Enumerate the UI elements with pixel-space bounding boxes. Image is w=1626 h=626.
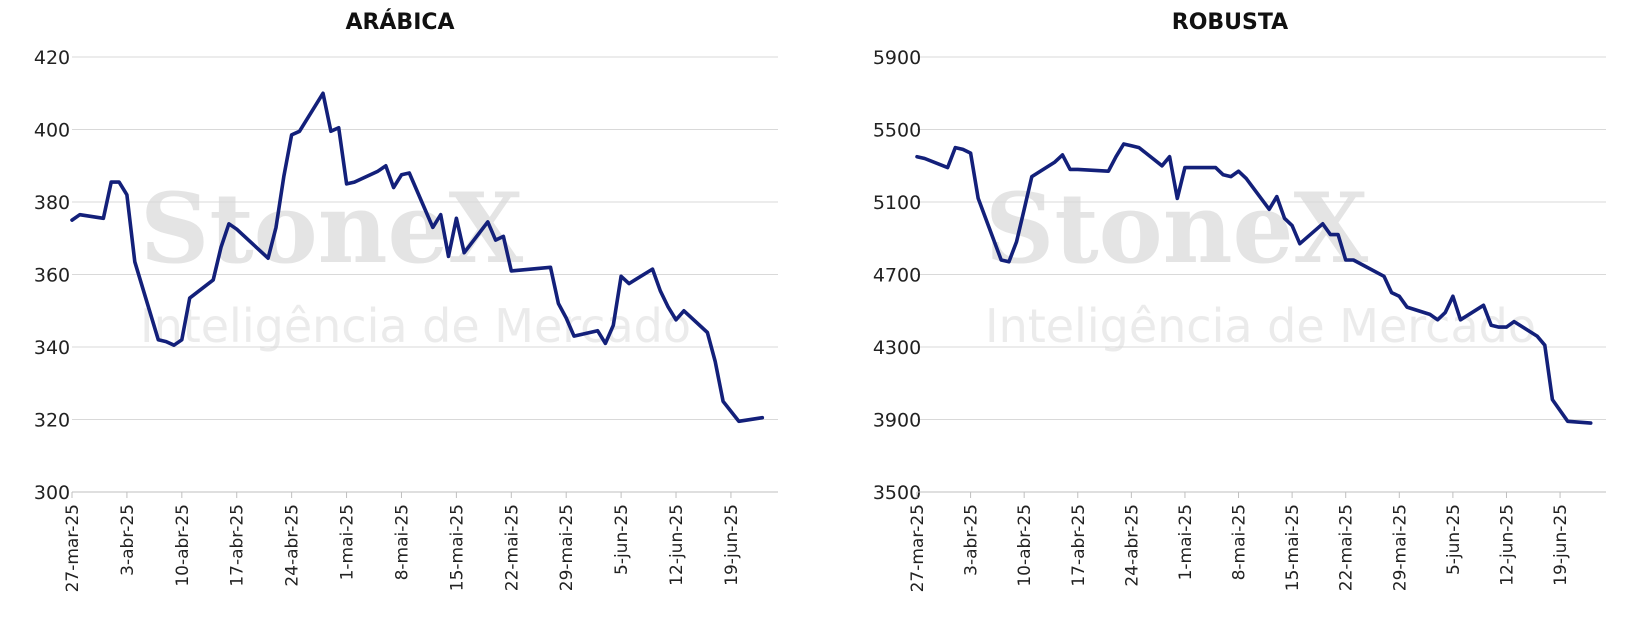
x-tick-label: 19-jun-25 [722,504,742,586]
x-tick-label: 10-abr-25 [173,504,193,587]
x-tick-label: 29-mai-25 [1390,504,1410,591]
y-tick-label: 340 [34,337,70,359]
y-tick-label: 400 [34,120,70,142]
x-tick-label: 27-mar-25 [908,504,928,592]
y-tick-label: 5500 [873,120,921,142]
x-tick-label: 15-mai-25 [447,504,467,591]
y-tick-label: 5100 [873,192,921,214]
y-axis-ticks: 3500 3900 4300 4700 5100 5500 5900 [873,47,921,504]
x-tick-label: 17-abr-25 [1069,504,1089,587]
x-tick-label: 22-mai-25 [1337,504,1357,591]
y-axis-ticks: 300 320 340 360 380 400 420 [34,47,70,504]
y-tick-label: 5900 [873,47,921,69]
series-line [915,142,1593,425]
x-tick-label: 8-mai-25 [1230,504,1250,580]
x-tick-label: 24-abr-25 [283,504,303,587]
x-tick-label: 1-mai-25 [1176,504,1196,580]
x-tick-label: 5-jun-25 [1444,504,1464,575]
watermark-tagline: Inteligência de Mercado [985,299,1536,353]
x-tick-label: 1-mai-25 [338,504,358,580]
x-tick-label: 15-mai-25 [1283,504,1303,591]
watermark-brand: StoneX [140,172,524,285]
chart-robusta: ROBUSTA 3500 3900 4300 4700 5100 5500 5900 27-… [873,10,1606,592]
x-tick-label: 19-jun-25 [1551,504,1571,586]
x-tick-label: 3-abr-25 [118,504,138,576]
series-line [70,91,765,424]
y-tick-label: 4700 [873,265,921,287]
y-tick-label: 4300 [873,337,921,359]
chart-title: ARÁBICA [345,9,454,35]
chart-title: ROBUSTA [1172,10,1288,35]
x-axis-ticks: 27-mar-25 3-abr-25 10-abr-25 17-abr-25 24-ab… [908,492,1571,592]
x-tick-label: 10-abr-25 [1015,504,1035,587]
x-tick-label: 8-mai-25 [392,504,412,580]
gridlines [917,56,1606,420]
y-tick-label: 3500 [873,482,921,504]
y-tick-label: 380 [34,192,70,214]
x-tick-label: 3-abr-25 [962,504,982,576]
x-tick-label: 24-abr-25 [1122,504,1142,587]
y-tick-label: 420 [34,47,70,69]
x-axis-ticks: 27-mar-25 3-abr-25 10-abr-25 17-abr-25 24-ab… [63,492,742,592]
watermark-arabica: StoneX Inteligência de Mercado [140,172,691,353]
x-tick-label: 12-jun-25 [667,504,687,586]
y-tick-label: 3900 [873,410,921,432]
x-tick-label: 27-mar-25 [63,504,83,592]
gridlines [72,56,778,420]
watermark-tagline: Inteligência de Mercado [140,299,691,353]
y-tick-label: 320 [34,410,70,432]
x-tick-label: 22-mai-25 [502,504,522,591]
x-tick-label: 5-jun-25 [612,504,632,575]
y-tick-label: 360 [34,265,70,287]
x-tick-label: 29-mai-25 [557,504,577,591]
x-tick-label: 17-abr-25 [228,504,248,587]
x-tick-label: 12-jun-25 [1497,504,1517,586]
y-tick-label: 300 [34,482,70,504]
